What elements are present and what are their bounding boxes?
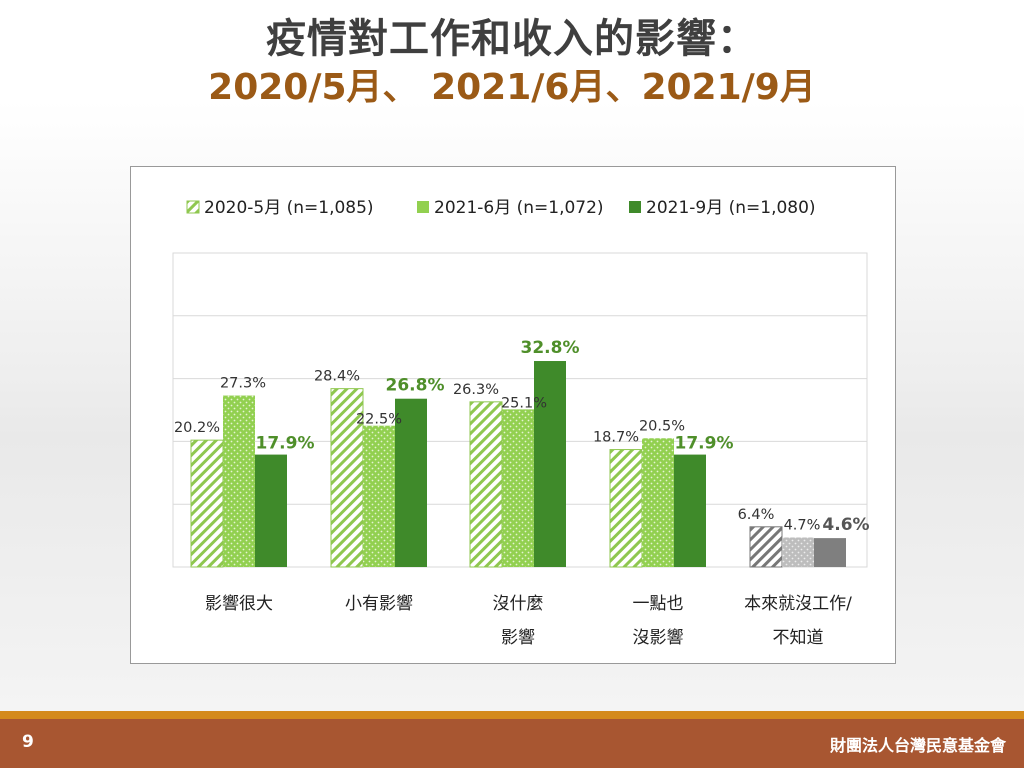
value-label-s1-c4: 18.7%	[593, 430, 639, 446]
category-label-4-line-1: 一點也	[633, 594, 684, 614]
legend-swatch-3	[629, 201, 641, 213]
chart-frame: 2020-5月 (n=1,085) 2021-6月 (n=1,072) 2021-9…	[130, 166, 896, 664]
bar-s1-c2	[330, 388, 364, 568]
value-label-s1-c1: 20.2%	[174, 420, 220, 436]
legend-label-3: 2021-9月 (n=1,080)	[646, 198, 816, 218]
bars	[190, 361, 846, 568]
category-label-5-line-1: 本來就沒工作/	[744, 594, 852, 614]
value-label-s2-c3: 25.1%	[501, 395, 547, 411]
legend-swatch-1	[186, 200, 200, 214]
value-label-s2-c2: 22.5%	[356, 412, 402, 428]
category-label-1-line-1: 影響很大	[205, 594, 273, 614]
value-label-s3-c5: 4.6%	[822, 515, 869, 535]
category-label-3-line-2: 影響	[501, 628, 535, 648]
value-label-s1-c2: 28.4%	[314, 369, 360, 385]
bar-s3-c2	[395, 398, 427, 567]
value-label-s3-c4: 17.9%	[675, 434, 734, 454]
bar-s2-c1	[223, 395, 255, 567]
footer-bar	[0, 719, 1024, 768]
slide-subtitle: 2020/5月、 2021/6月、2021/9月	[208, 67, 816, 108]
bar-s1-c5	[749, 526, 783, 568]
legend-label-1: 2020-5月 (n=1,085)	[204, 198, 374, 218]
category-label-2-line-1: 小有影響	[345, 594, 413, 614]
category-label-4-line-2: 沒影響	[633, 628, 684, 648]
legend-label-2: 2021-6月 (n=1,072)	[434, 198, 604, 218]
bar-s2-c2	[363, 425, 395, 567]
page-number: 9	[22, 732, 34, 752]
bar-s2-c3	[502, 409, 534, 567]
legend-swatch-2	[417, 201, 429, 213]
bar-s2-c5	[782, 537, 814, 567]
bar-chart: 2020-5月 (n=1,085) 2021-6月 (n=1,072) 2021-9…	[172, 198, 870, 648]
value-label-s3-c3: 32.8%	[521, 338, 580, 358]
category-label-5-line-2: 不知道	[773, 628, 824, 648]
value-label-s1-c3: 26.3%	[453, 382, 499, 398]
value-label-s3-c2: 26.8%	[386, 376, 445, 396]
bar-s1-c4	[609, 449, 643, 568]
slide-title: 疫情對工作和收入的影響：	[266, 16, 758, 62]
bar-s3-c1	[255, 454, 287, 567]
value-label-s1-c5: 6.4%	[738, 507, 775, 523]
value-label-s3-c1: 17.9%	[256, 434, 315, 454]
bar-s2-c4	[642, 438, 674, 567]
footer-stripe	[0, 711, 1024, 719]
bar-s1-c1	[190, 439, 224, 568]
bar-s3-c5	[814, 538, 846, 567]
bar-s1-c3	[469, 401, 503, 568]
bar-s3-c3	[534, 361, 566, 567]
value-label-s2-c4: 20.5%	[639, 418, 685, 434]
organization-name: 財團法人台灣民意基金會	[829, 736, 1006, 755]
chart-legend: 2020-5月 (n=1,085) 2021-6月 (n=1,072) 2021-9…	[186, 198, 816, 218]
value-label-s2-c1: 27.3%	[220, 376, 266, 392]
value-label-s2-c5: 4.7%	[784, 517, 821, 533]
value-labels: 20.2% 27.3% 17.9% 28.4% 22.5% 26.8% 26.3%25.1%…	[174, 338, 870, 535]
category-label-3-line-1: 沒什麼	[493, 594, 544, 614]
bar-s3-c4	[674, 454, 706, 567]
